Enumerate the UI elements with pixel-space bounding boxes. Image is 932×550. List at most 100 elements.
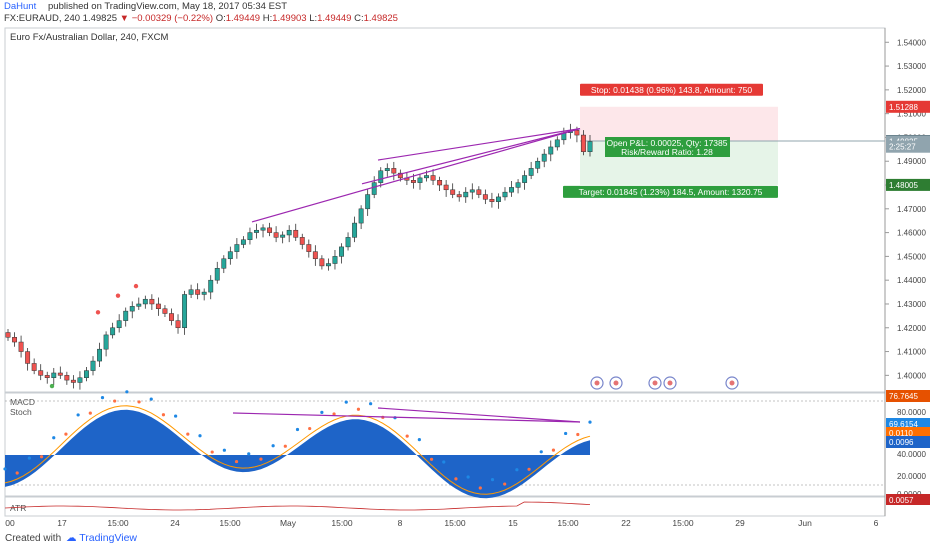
ratio-label: Risk/Reward Ratio: 1.28 bbox=[621, 147, 713, 157]
stoch-dot bbox=[466, 475, 470, 479]
price-label: 1.51288 bbox=[889, 103, 918, 112]
x-tick-label: 6 bbox=[874, 518, 879, 528]
candle-body bbox=[142, 298, 148, 305]
stoch-dot bbox=[174, 414, 178, 418]
open-value: 1.49449 bbox=[225, 13, 261, 24]
price-label-box bbox=[886, 100, 930, 113]
x-tick-label: 15:00 bbox=[444, 518, 466, 528]
candle-body bbox=[25, 351, 31, 364]
indicator-trend-line bbox=[232, 412, 581, 423]
stoch-dot bbox=[356, 407, 361, 411]
stoch-dot bbox=[76, 413, 80, 417]
candle-body bbox=[430, 175, 436, 181]
close-label: C: bbox=[354, 13, 364, 24]
x-tick-label: 8 bbox=[398, 518, 403, 528]
stoch-dot bbox=[332, 412, 336, 416]
candle-body bbox=[384, 168, 390, 171]
candle-body bbox=[456, 194, 462, 198]
fractal-marker bbox=[133, 283, 139, 289]
stoch-dot bbox=[344, 400, 348, 404]
indicator-trend-line-2 bbox=[377, 407, 581, 423]
candle-body bbox=[31, 363, 37, 371]
tradingview-brand: TradingView bbox=[79, 532, 138, 544]
close-value: 1.49825 bbox=[363, 13, 398, 24]
x-tick-label: 24 bbox=[170, 518, 180, 528]
event-icon-dot bbox=[594, 380, 600, 386]
y-tick-label: 1.40000 bbox=[897, 371, 926, 380]
candle-body bbox=[515, 182, 521, 188]
candle-body bbox=[554, 139, 560, 148]
stoch-dot bbox=[429, 457, 434, 461]
stoch-dot bbox=[100, 396, 105, 400]
candle-body bbox=[495, 196, 501, 202]
event-icon-dot bbox=[613, 380, 619, 386]
candle-body bbox=[312, 251, 318, 260]
indicator-value-box bbox=[886, 436, 930, 448]
candle-body bbox=[581, 134, 586, 152]
stoch-dot bbox=[247, 452, 251, 456]
candle-body bbox=[365, 194, 371, 210]
candle-body bbox=[227, 251, 233, 260]
candle-body bbox=[64, 375, 70, 381]
candle-body bbox=[541, 153, 547, 162]
candle-body bbox=[548, 146, 554, 155]
candle-body bbox=[469, 189, 475, 193]
macd-label: MACD bbox=[10, 397, 35, 407]
atr-value-box bbox=[886, 494, 930, 505]
candle-body bbox=[162, 308, 168, 314]
candle-body bbox=[116, 320, 122, 329]
y-tick-label: 1.54000 bbox=[897, 38, 926, 47]
price-label: 1.48005 bbox=[889, 181, 918, 190]
candle-body bbox=[129, 306, 135, 312]
symbol-label: FX:EURAUD, 240 bbox=[4, 13, 81, 24]
y-tick-label: 1.46000 bbox=[897, 229, 926, 238]
stoch-dot bbox=[283, 444, 287, 448]
stoch-tick-label: 40.0000 bbox=[897, 450, 926, 459]
stoch-dot bbox=[27, 456, 31, 460]
stoch-dot bbox=[588, 420, 592, 424]
price-label-box bbox=[886, 140, 930, 153]
candle-body bbox=[44, 375, 50, 378]
candle-body bbox=[182, 294, 188, 329]
candle-body bbox=[169, 313, 174, 321]
last-price: 1.49825 bbox=[82, 13, 118, 24]
stoch-dot bbox=[295, 427, 300, 432]
candle-body bbox=[70, 379, 76, 383]
candle-body bbox=[51, 372, 57, 378]
stoch-dot bbox=[271, 444, 275, 448]
stoch-dot bbox=[52, 436, 56, 440]
candle-body bbox=[325, 263, 331, 267]
target-label: Target: 0.01845 (1.23%) 184.5, Amount: 1… bbox=[579, 187, 763, 197]
stoch-dot bbox=[417, 438, 421, 442]
stoch-dot bbox=[454, 477, 458, 481]
trend-line-upper bbox=[377, 128, 581, 161]
price-label: 2:25:27 bbox=[889, 143, 916, 152]
main-pane-frame bbox=[4, 27, 886, 393]
stoch-dot bbox=[490, 478, 495, 482]
stoch-dot bbox=[369, 402, 373, 406]
author-name[interactable]: DaHunt bbox=[4, 1, 37, 12]
candle-body bbox=[57, 372, 63, 376]
x-tick-label: Jun bbox=[798, 518, 812, 528]
candle-body bbox=[339, 246, 344, 257]
candle-body bbox=[502, 191, 508, 198]
stoch-dot bbox=[551, 448, 556, 452]
candle-body bbox=[195, 289, 201, 295]
x-tick-label: May bbox=[280, 518, 297, 528]
tradingview-logo[interactable]: ☁ TradingView bbox=[66, 532, 138, 544]
pnl-label: Open P&L: 0.00025, Qty: 17385 bbox=[607, 138, 728, 148]
ohlc-bar: FX:EURAUD, 240 1.49825 ▼ −0.00329 (−0.22… bbox=[4, 13, 398, 24]
y-tick-label: 1.43000 bbox=[897, 300, 926, 309]
stoch-dot bbox=[308, 426, 312, 431]
fractal-marker bbox=[115, 293, 121, 298]
candle-body bbox=[280, 234, 286, 238]
candle-body bbox=[522, 175, 528, 183]
stoch-dot bbox=[88, 411, 92, 415]
atr-line bbox=[4, 501, 591, 511]
stoch-dot bbox=[320, 410, 324, 414]
candle-body bbox=[509, 187, 514, 193]
y-tick-label: 1.53000 bbox=[897, 62, 926, 71]
candle-body bbox=[443, 184, 449, 191]
stoch-dot bbox=[137, 400, 141, 404]
